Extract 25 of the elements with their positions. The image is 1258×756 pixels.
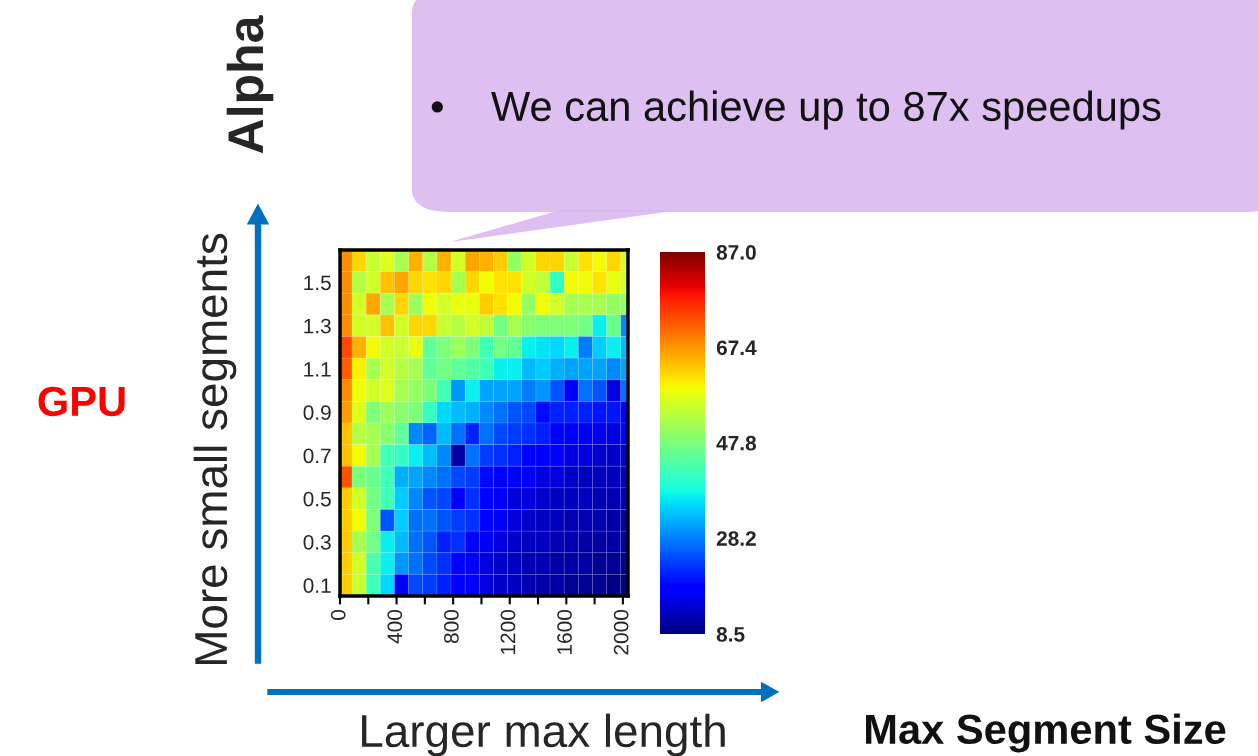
y-tick-label: 0.1 [303, 578, 331, 593]
y-tick-label: 0.9 [303, 405, 331, 420]
x-tick-label: 2000 [613, 610, 629, 655]
y-tick-label: 1.3 [304, 318, 331, 334]
x-axis-title: Larger max length [362, 713, 725, 756]
y-tick-label: 0.5 [303, 491, 331, 507]
y-axis-title: More small segments [193, 233, 237, 664]
y-tick-label: 1.5 [304, 275, 331, 291]
text: • We can achieve up to 87x speedups [431, 90, 1161, 130]
color-bar-label: 67.4 [716, 340, 757, 356]
x-tick-label: 400 [387, 610, 403, 644]
x-tick-label: 0 [330, 610, 346, 620]
color-bar-label: 87.0 [716, 245, 756, 260]
y-tick-label: 0.3 [303, 534, 331, 550]
chart-title: Alpha [226, 15, 274, 154]
y-tick-label: 0.7 [303, 448, 331, 464]
y-tick-label: 1.1 [304, 362, 331, 377]
color-bar-label: 8.5 [716, 627, 745, 642]
color-bar-label: 47.8 [716, 435, 757, 451]
text: GPU [38, 386, 125, 417]
text: Max Segment Size [866, 713, 1226, 753]
x-tick-label: 800 [444, 610, 459, 644]
color-bar-label: 28.2 [716, 531, 756, 546]
x-tick-label: 1200 [500, 610, 516, 654]
x-tick-label: 1600 [557, 610, 572, 654]
